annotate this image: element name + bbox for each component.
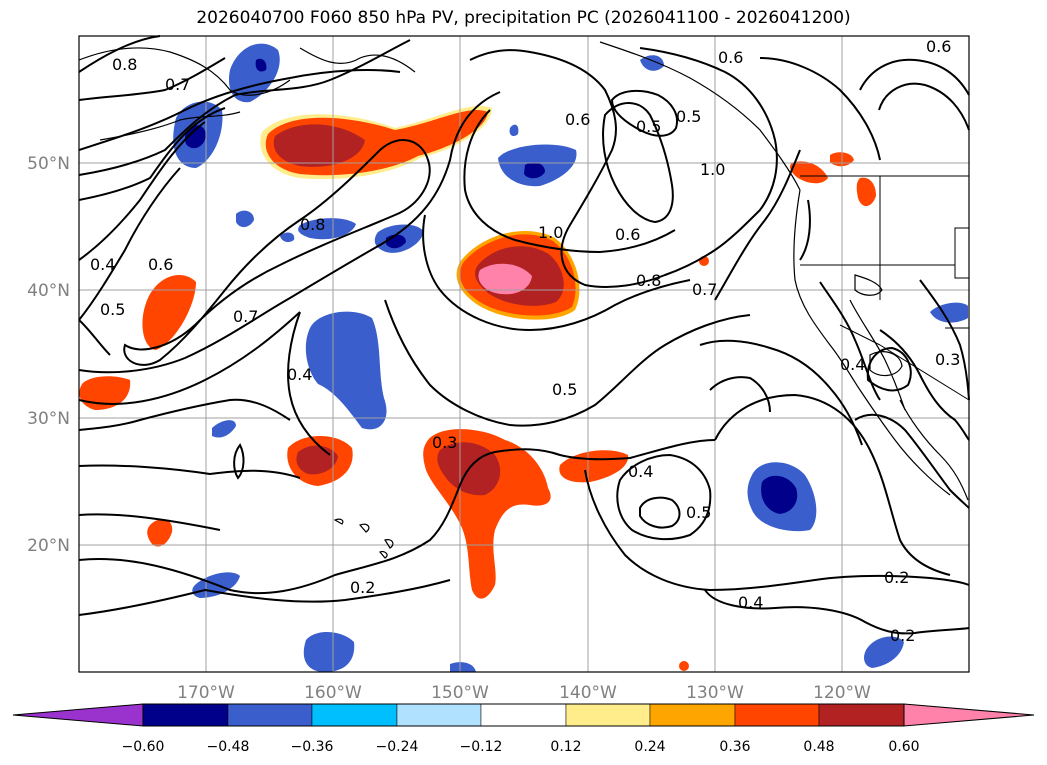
- lon-label: 160°W: [304, 683, 362, 703]
- negative-anomaly-northeast: [498, 55, 968, 323]
- colorbar-segment: [734, 703, 820, 727]
- contour-labels: 0.8 0.7 0.6 0.5 0.4 0.8 0.6 0.7 1.0 0.6 …: [90, 37, 960, 645]
- colorbar-segment: [903, 703, 1035, 727]
- positive-anomaly-north-central: [260, 106, 492, 180]
- negative-anomaly-northwest: [173, 43, 280, 168]
- colorbar-segment: [142, 703, 229, 727]
- contour-label: 0.7: [692, 280, 717, 299]
- contour-label: 0.2: [350, 578, 375, 597]
- colorbar-tick-label: 0.12: [550, 739, 581, 755]
- contour-label: 0.3: [935, 350, 960, 369]
- lat-label: 30°N: [27, 409, 70, 429]
- colorbar-segment: [649, 703, 736, 727]
- contour-label: 1.0: [700, 160, 725, 179]
- contour-label: 0.6: [565, 110, 590, 129]
- contour-label: 0.8: [112, 55, 137, 74]
- contour-label: 1.0: [538, 223, 563, 242]
- colorbar-tick-label: 0.60: [888, 739, 919, 755]
- map-title: 2026040700 F060 850 hPa PV, precipitatio…: [196, 8, 851, 28]
- lon-label: 120°W: [813, 683, 871, 703]
- contour-label: 0.4: [287, 365, 312, 384]
- contour-label: 0.5: [676, 107, 701, 126]
- contour-label: 0.2: [890, 626, 915, 645]
- contour-label: 0.5: [100, 300, 125, 319]
- map-background: [79, 36, 969, 672]
- contour-label: 0.5: [636, 117, 661, 136]
- negative-anomaly-central: [192, 210, 476, 672]
- latitude-labels: 50°N 40°N 30°N 20°N: [27, 154, 70, 556]
- colorbar-tick-label: 0.36: [719, 739, 750, 755]
- lat-label: 40°N: [27, 281, 70, 301]
- colorbar-tick-label: 0.48: [803, 739, 834, 755]
- contour-label: 0.5: [552, 380, 577, 399]
- contour-label: 0.8: [636, 271, 661, 290]
- contour-label: 0.6: [148, 255, 173, 274]
- contour-label: 0.4: [628, 462, 653, 481]
- contour-label: 0.2: [884, 568, 909, 587]
- colorbar-tick-label: −0.60: [122, 739, 165, 755]
- colorbar-segment: [227, 703, 313, 727]
- colorbar-tick-label: −0.12: [460, 739, 503, 755]
- colorbar-tick-label: −0.48: [207, 739, 250, 755]
- contour-label: 0.4: [738, 593, 763, 612]
- contour-label: 0.6: [718, 48, 743, 67]
- contour-label: 0.6: [926, 37, 951, 56]
- negative-anomaly-east: [747, 462, 904, 668]
- lon-label: 150°W: [431, 683, 489, 703]
- contour-label: 0.4: [90, 255, 115, 274]
- contour-label: 0.5: [686, 503, 711, 522]
- lat-label: 50°N: [27, 154, 70, 174]
- lon-label: 170°W: [177, 683, 235, 703]
- colorbar-segment: [565, 703, 651, 727]
- colorbar-segment: [12, 703, 144, 727]
- colorbar-tick-label: −0.36: [291, 739, 334, 755]
- contour-label: 0.7: [165, 75, 190, 94]
- colorbar-segment: [480, 703, 567, 727]
- lat-label: 20°N: [27, 536, 70, 556]
- lon-label: 140°W: [559, 683, 617, 703]
- coastlines: [78, 41, 969, 559]
- colorbar-segment: [396, 703, 482, 727]
- map-frame: [78, 35, 970, 673]
- contour-label: 0.8: [300, 215, 325, 234]
- longitude-labels: 170°W 160°W 150°W 140°W 130°W 120°W: [177, 683, 871, 703]
- colorbar-tick-label: 0.24: [634, 739, 665, 755]
- contour-label: 0.4: [840, 355, 865, 374]
- contour-label: 0.7: [233, 307, 258, 326]
- lon-label: 130°W: [686, 683, 744, 703]
- colorbar-segment: [311, 703, 398, 727]
- contour-label: 0.3: [432, 433, 457, 452]
- contour-label: 0.6: [615, 225, 640, 244]
- graticule: [79, 36, 969, 672]
- colorbar: −0.60 −0.48 −0.36 −0.24 −0.12 0.12 0.24 …: [12, 703, 1035, 755]
- colorbar-segment: [818, 703, 905, 727]
- pv-contours: [78, 35, 970, 635]
- colorbar-tick-label: −0.24: [376, 739, 419, 755]
- positive-anomaly-center: [456, 231, 580, 320]
